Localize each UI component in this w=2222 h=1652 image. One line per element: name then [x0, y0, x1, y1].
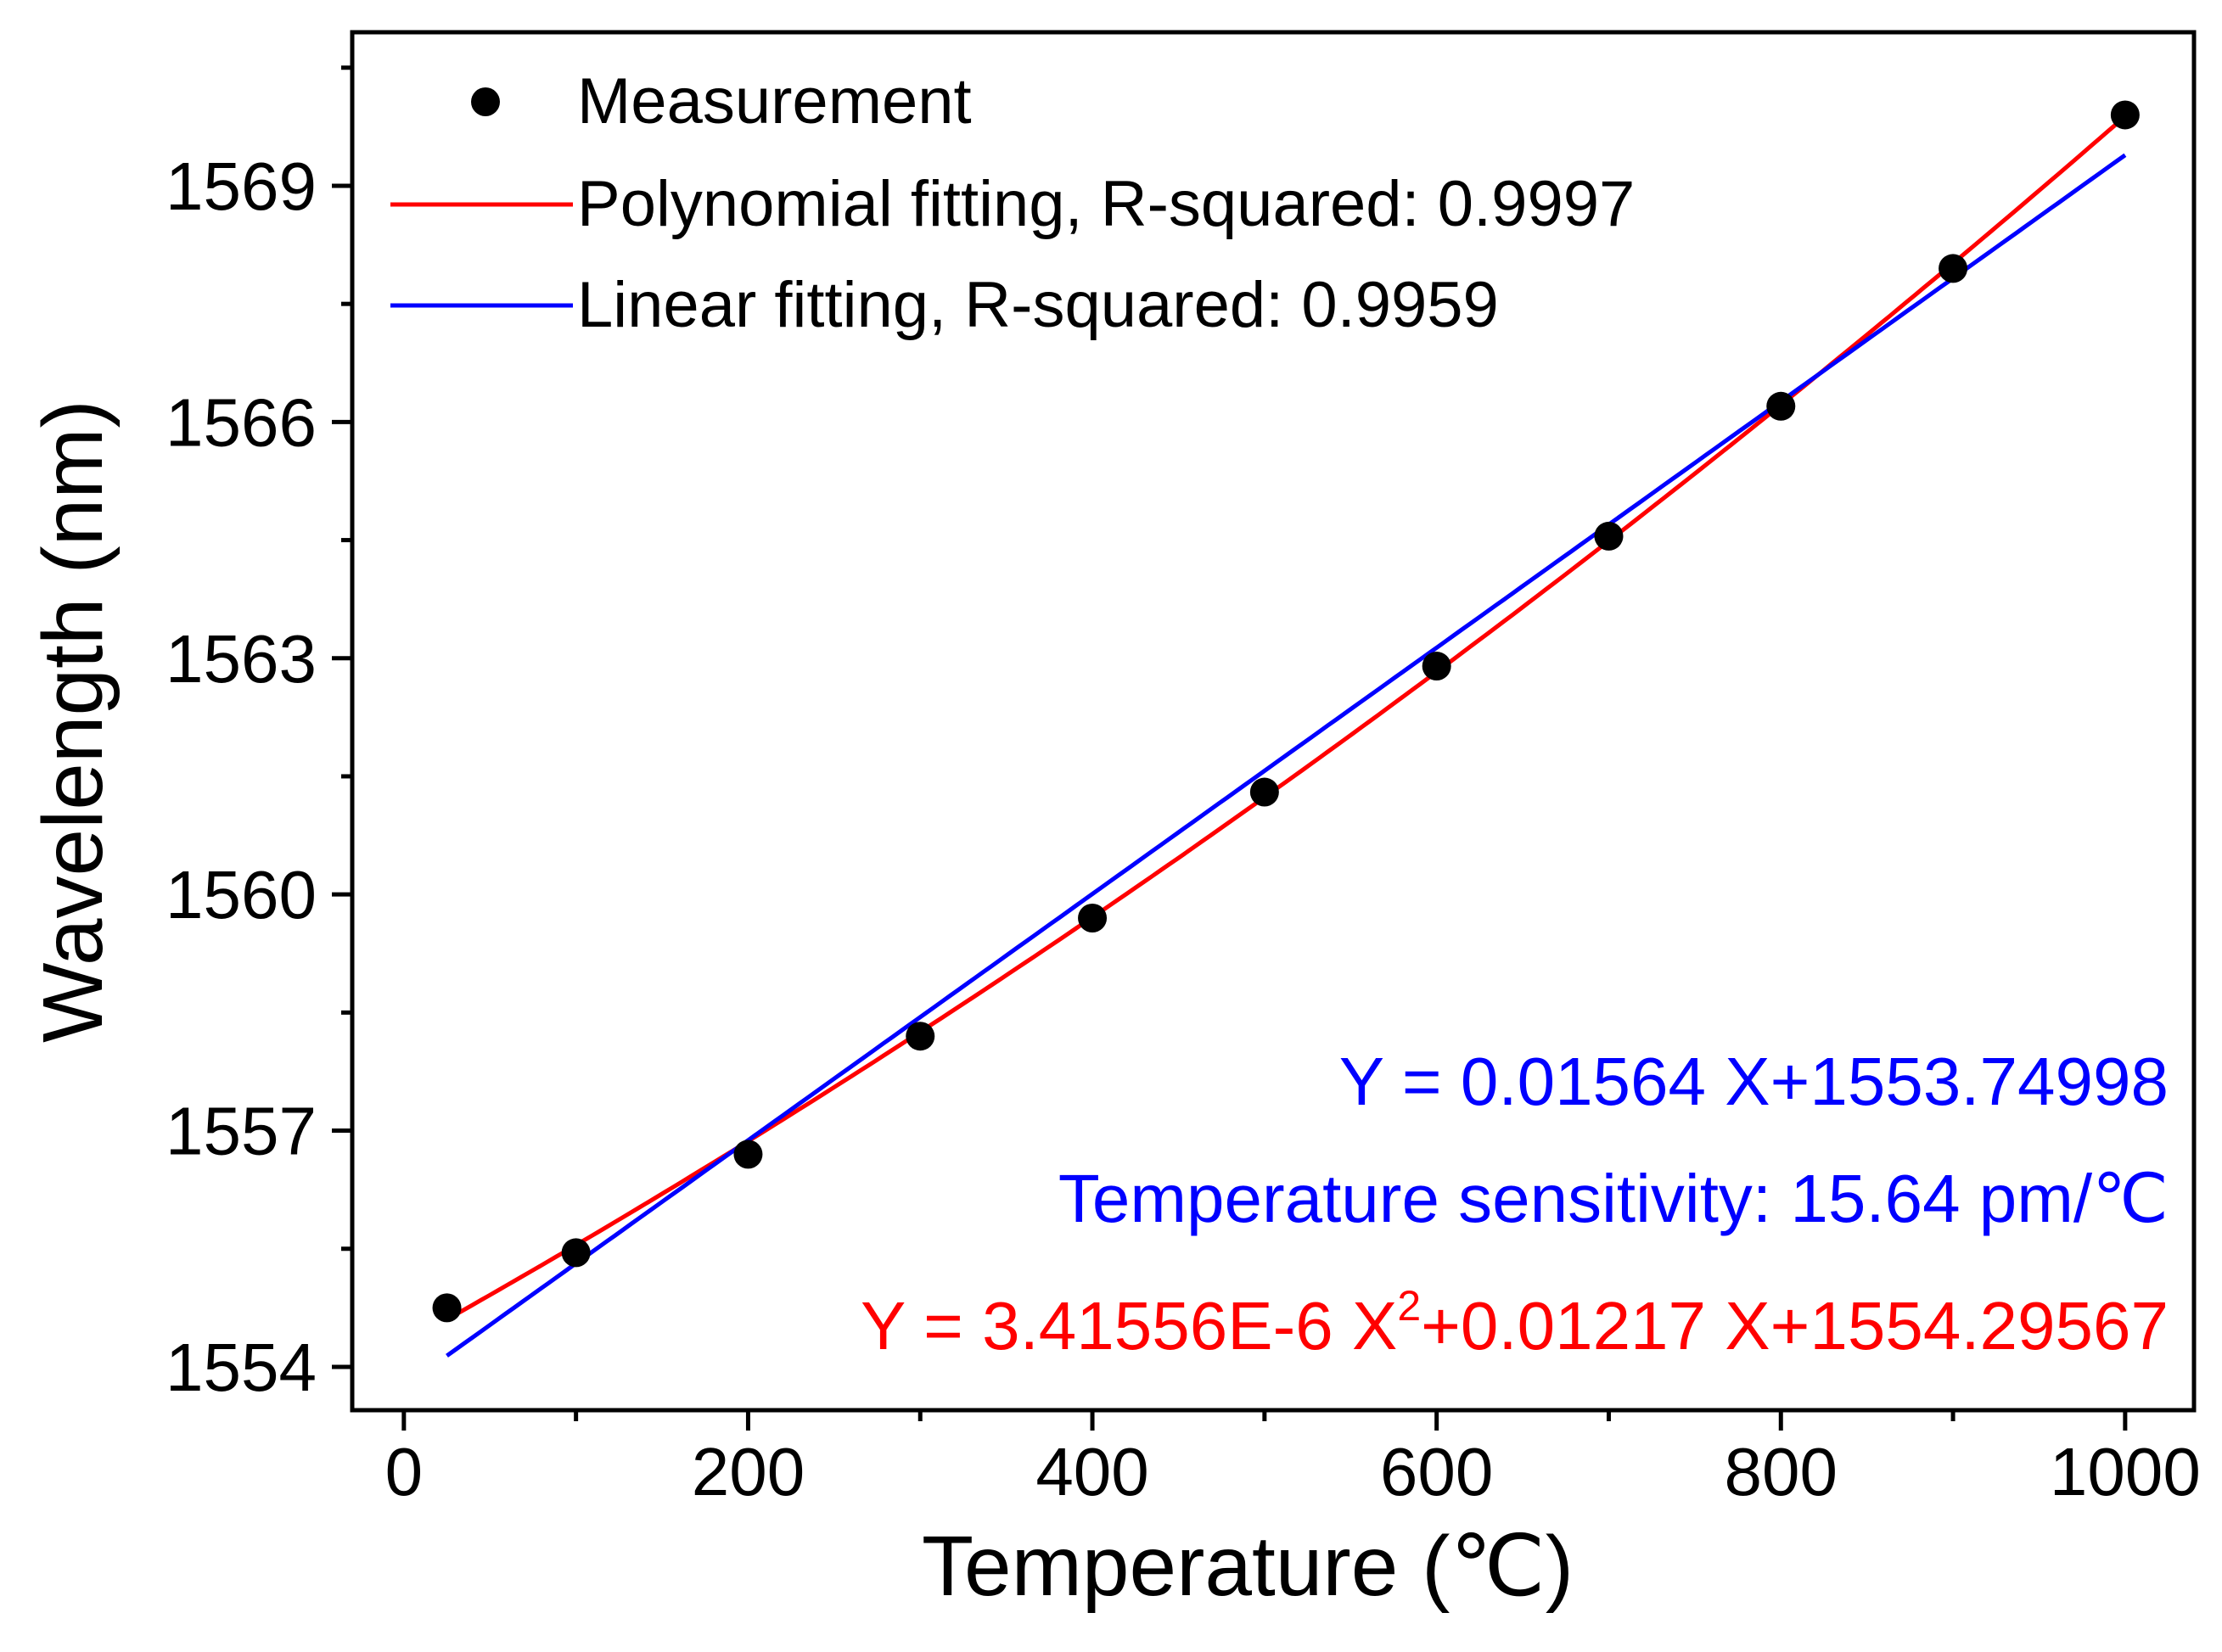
- legend-marker-measurement: [471, 87, 500, 116]
- y-tick-label: 1554: [166, 1330, 317, 1405]
- x-tick-label: 1000: [2050, 1434, 2201, 1509]
- measurement-point: [1594, 521, 1624, 551]
- linear-equation-text: Y = 0.01564 X+1553.74998: [1339, 1044, 2169, 1119]
- y-axis-title: Wavelength (nm): [25, 400, 121, 1043]
- poly-eq-superscript: 2: [1397, 1282, 1421, 1330]
- legend-label: Polynomial fitting, R-squared: 0.9997: [577, 168, 1635, 240]
- measurement-point: [432, 1293, 462, 1323]
- x-axis-title: Temperature (℃): [922, 1519, 1574, 1614]
- measurement-point: [1078, 904, 1108, 932]
- x-tick-label: 800: [1725, 1434, 1838, 1509]
- legend-label: Linear fitting, R-squared: 0.9959: [577, 269, 1499, 341]
- measurement-point: [1249, 777, 1279, 807]
- poly-eq-prefix: Y = 3.41556E-6 X: [861, 1288, 1397, 1364]
- x-tick-label: 400: [1035, 1434, 1148, 1509]
- measurement-point: [906, 1022, 935, 1051]
- x-tick-label: 600: [1380, 1434, 1493, 1509]
- measurement-point: [733, 1140, 763, 1169]
- measurement-point: [1939, 254, 1968, 283]
- sensitivity-text: Temperature sensitivity: 15.64 pm/℃: [1058, 1161, 2169, 1236]
- y-tick-label: 1563: [166, 621, 317, 697]
- measurement-point: [1422, 652, 1451, 681]
- plot-frame: [350, 30, 2197, 1413]
- y-tick-label: 1557: [166, 1094, 317, 1169]
- x-tick-label: 0: [385, 1434, 424, 1509]
- y-tick-label: 1569: [166, 148, 317, 224]
- polynomial-equation-text: Y = 3.41556E-6 X2+0.01217 X+1554.29567: [861, 1282, 2169, 1364]
- poly-eq-suffix: +0.01217 X+1554.29567: [1421, 1288, 2169, 1364]
- measurement-point: [561, 1238, 591, 1268]
- measurement-point: [1766, 391, 1796, 421]
- linear-fit-line: [446, 153, 2127, 1358]
- legend-label: Measurement: [577, 65, 972, 137]
- y-tick-label: 1560: [166, 857, 317, 932]
- x-tick-label: 200: [692, 1434, 805, 1509]
- measurement-point: [2110, 100, 2140, 130]
- y-tick-label: 1566: [166, 384, 317, 460]
